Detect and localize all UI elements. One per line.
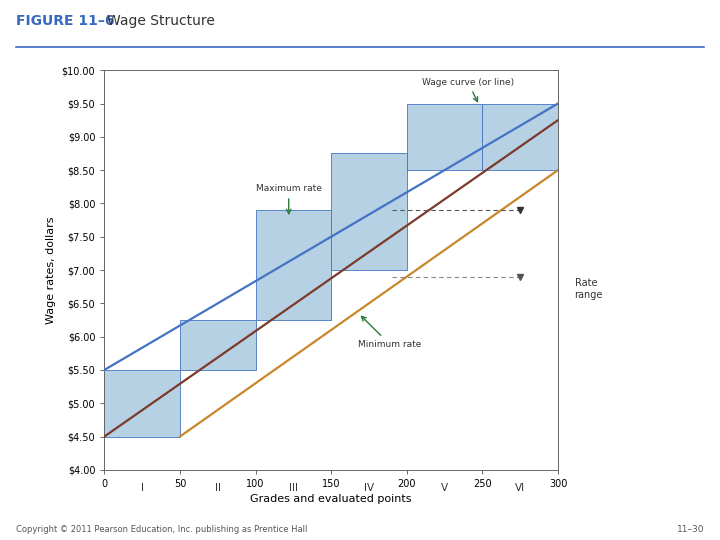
Text: Rate
range: Rate range <box>575 278 603 300</box>
Text: I: I <box>140 483 144 493</box>
Text: Wage Structure: Wage Structure <box>107 15 215 29</box>
Bar <box>104 370 180 436</box>
Text: III: III <box>289 483 298 493</box>
Text: Copyright © 2011 Pearson Education, Inc. publishing as Prentice Hall: Copyright © 2011 Pearson Education, Inc.… <box>16 524 307 534</box>
Text: 11–30: 11–30 <box>677 524 704 534</box>
Text: VI: VI <box>515 483 526 493</box>
Y-axis label: Wage rates, dollars: Wage rates, dollars <box>46 216 56 324</box>
Text: Wage curve (or line): Wage curve (or line) <box>422 78 514 102</box>
Text: Minimum rate: Minimum rate <box>359 316 422 349</box>
Bar <box>256 210 331 320</box>
Text: II: II <box>215 483 221 493</box>
Text: FIGURE 11–6: FIGURE 11–6 <box>16 15 114 29</box>
Text: Maximum rate: Maximum rate <box>256 184 321 214</box>
X-axis label: Grades and evaluated points: Grades and evaluated points <box>251 495 412 504</box>
Bar <box>482 104 558 170</box>
Bar <box>180 320 256 370</box>
Bar <box>407 104 482 170</box>
Text: IV: IV <box>364 483 374 493</box>
Bar <box>331 153 407 270</box>
Text: V: V <box>441 483 448 493</box>
